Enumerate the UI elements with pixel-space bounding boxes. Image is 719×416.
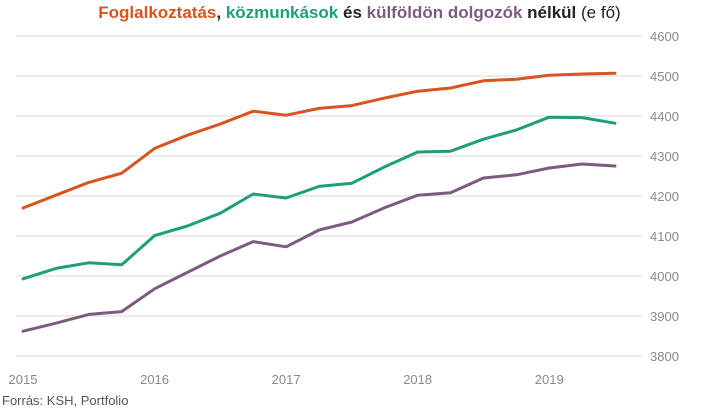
y-axis: 3800 3900 4000 4100 4200 4300 4400 4500 4600 — [650, 29, 679, 364]
x-axis: 2015 2016 2017 2018 2019 — [9, 372, 564, 387]
x-tick-label: 2015 — [9, 372, 38, 387]
x-tick-label: 2018 — [403, 372, 432, 387]
chart-title: Foglalkoztatás, közmunkások és külföldön… — [0, 3, 719, 23]
title-employment: Foglalkoztatás — [98, 3, 217, 22]
y-tick-label: 3900 — [650, 309, 679, 324]
series-line-3 — [21, 162, 617, 333]
y-tick-label: 4300 — [650, 149, 679, 164]
y-tick-label: 4600 — [650, 29, 679, 44]
source-note: Forrás: KSH, Portfolio — [2, 393, 129, 408]
title-public-workers: közmunkások — [225, 3, 339, 22]
x-tick-label: 2019 — [535, 372, 564, 387]
title-abroad-workers: külföldön dolgozók — [366, 3, 523, 22]
x-tick-label: 2017 — [272, 372, 301, 387]
series-line-1 — [21, 71, 617, 210]
title-unit: (e fő) — [576, 3, 621, 22]
gridlines — [16, 35, 643, 357]
title-separator: , — [216, 3, 226, 22]
y-tick-label: 4400 — [650, 109, 679, 124]
series-lines — [21, 71, 617, 333]
y-tick-label: 4000 — [650, 269, 679, 284]
title-without: nélkül — [522, 3, 577, 22]
y-tick-label: 4500 — [650, 69, 679, 84]
x-tick-label: 2016 — [140, 372, 169, 387]
y-tick-label: 4100 — [650, 229, 679, 244]
title-conjunction: és — [338, 3, 367, 22]
y-tick-label: 4200 — [650, 189, 679, 204]
y-tick-label: 3800 — [650, 349, 679, 364]
series-line-2 — [21, 115, 617, 281]
